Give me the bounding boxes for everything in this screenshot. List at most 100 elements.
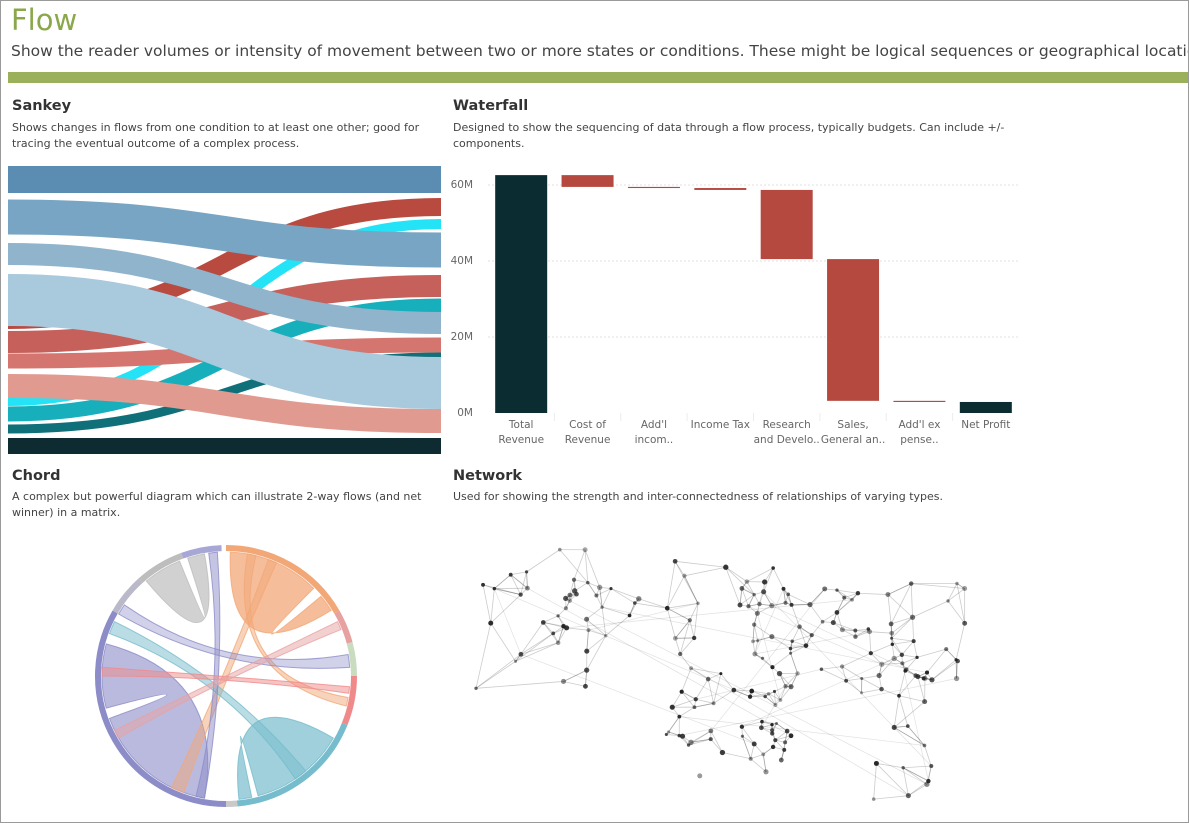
node — [783, 684, 788, 689]
node — [853, 628, 858, 633]
edge — [668, 716, 680, 733]
node — [731, 687, 737, 693]
edge — [490, 622, 516, 662]
page-subtitle: Show the reader volumes or intensity of … — [11, 42, 1189, 60]
edge — [750, 753, 764, 760]
bar — [495, 175, 548, 413]
edge — [845, 680, 862, 694]
edge — [713, 673, 722, 704]
edge — [821, 666, 843, 670]
edge — [733, 689, 751, 698]
node — [909, 614, 916, 620]
edge — [902, 767, 928, 785]
node — [563, 595, 569, 601]
edge — [768, 693, 781, 701]
node — [556, 614, 560, 618]
node — [678, 651, 683, 657]
node — [513, 659, 518, 663]
page-title: Flow — [11, 3, 78, 37]
edge — [790, 653, 798, 674]
edge — [475, 660, 516, 689]
node — [586, 628, 591, 633]
node — [563, 606, 568, 611]
edge — [912, 600, 949, 618]
edge — [842, 629, 856, 638]
node — [786, 592, 791, 597]
node — [839, 664, 845, 669]
node — [873, 760, 879, 766]
node — [586, 580, 590, 585]
edge — [586, 635, 606, 652]
edge — [917, 676, 926, 702]
section-description: Designed to show the sequencing of data … — [453, 121, 1005, 150]
node — [789, 651, 793, 655]
edge — [893, 701, 925, 728]
edge — [675, 619, 691, 639]
edge — [634, 602, 668, 609]
bar — [827, 259, 880, 401]
edge — [772, 567, 784, 589]
node — [748, 756, 753, 761]
x-tick-label: Income Tax — [690, 419, 750, 431]
node — [540, 620, 546, 625]
edge — [585, 670, 588, 687]
edge — [945, 648, 957, 660]
edge — [763, 591, 932, 767]
x-tick-label: Add'l ex pense.. — [898, 419, 941, 446]
edge — [916, 648, 947, 658]
edge — [912, 617, 915, 642]
node — [891, 655, 897, 662]
edge — [846, 678, 862, 682]
node — [769, 634, 775, 640]
node — [696, 601, 700, 606]
edge — [629, 602, 636, 616]
edge — [710, 738, 723, 753]
node — [584, 616, 590, 622]
edge — [887, 594, 913, 618]
edge — [907, 725, 925, 746]
edge — [855, 630, 870, 633]
node — [518, 651, 524, 657]
chord-arc — [225, 545, 340, 614]
edge — [748, 594, 755, 607]
edge — [955, 623, 966, 660]
chord-ribbon — [145, 553, 210, 624]
edge — [774, 691, 781, 701]
edge — [672, 698, 696, 708]
edge — [707, 678, 714, 704]
edge — [772, 652, 791, 668]
sankey — [8, 166, 441, 454]
edge — [693, 603, 699, 638]
edge — [610, 588, 639, 600]
node — [871, 797, 876, 801]
edge — [596, 595, 603, 608]
edge — [557, 626, 564, 643]
edge — [679, 620, 691, 655]
edge — [799, 626, 812, 636]
edge — [855, 628, 869, 631]
edge — [841, 652, 872, 667]
chord-arc — [95, 610, 227, 807]
section-title: Waterfall — [453, 98, 529, 114]
flow — [8, 374, 441, 433]
edge — [515, 642, 559, 662]
edge — [881, 688, 900, 697]
edge — [684, 575, 699, 604]
edge — [890, 623, 893, 645]
edge — [956, 583, 966, 624]
edge — [674, 638, 681, 655]
edge — [601, 607, 607, 636]
node — [757, 601, 762, 607]
edge — [891, 616, 913, 634]
x-tick-label: Net Profit — [961, 419, 1011, 431]
bar — [694, 188, 747, 190]
edge — [771, 605, 907, 670]
node — [771, 566, 775, 570]
edge — [667, 602, 699, 609]
node — [557, 547, 562, 552]
edge — [638, 598, 668, 609]
node — [689, 666, 694, 671]
edge — [768, 693, 776, 706]
edge — [520, 571, 527, 595]
